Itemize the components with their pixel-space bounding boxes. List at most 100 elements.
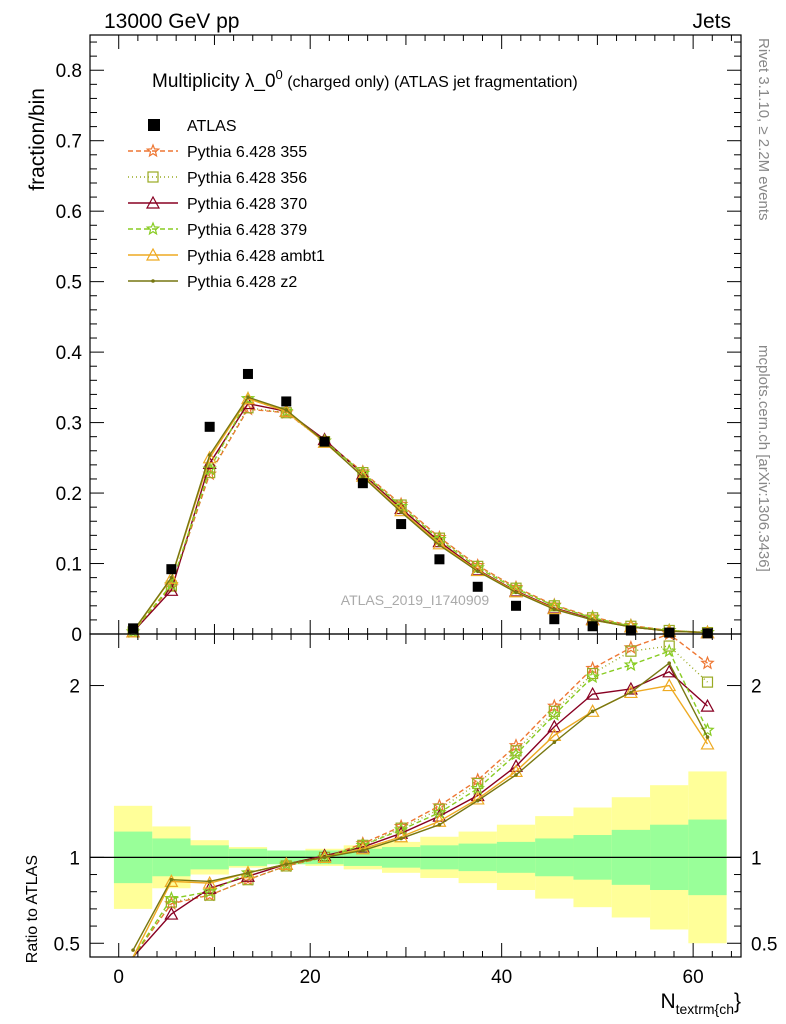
atlas-data-point	[396, 519, 407, 530]
ratio-point	[470, 780, 485, 795]
mcplots-source-label: mcplots.cern.ch [arXiv:1306.3436]	[755, 345, 772, 572]
ratio-point	[625, 645, 637, 657]
ratio-point	[164, 906, 179, 920]
atlas-data-point	[702, 628, 713, 639]
ratio-point	[547, 719, 562, 733]
ratio-y-tick-label-left: 1	[69, 848, 80, 869]
atlas-data-point	[472, 581, 483, 592]
ratio-point	[700, 655, 715, 670]
ratio-point	[629, 690, 633, 695]
ratio-point	[510, 745, 522, 757]
legend-marker	[151, 279, 155, 283]
y-tick-label: 0.5	[56, 273, 82, 294]
series-point	[399, 510, 403, 514]
legend-marker	[145, 143, 161, 158]
y-tick-label: 0.4	[56, 343, 83, 364]
ratio-point	[552, 740, 557, 745]
ratio-point	[131, 948, 135, 952]
ratio-point	[394, 829, 409, 843]
series-point	[169, 575, 174, 580]
series-line	[132, 396, 708, 634]
ratio-point	[317, 849, 332, 864]
ratio-point	[667, 661, 671, 666]
ratio-point	[585, 669, 600, 684]
ratio-point	[663, 640, 675, 652]
atlas-data-point	[625, 625, 636, 636]
x-tick-label: 20	[300, 967, 321, 988]
ratio-point	[662, 678, 677, 692]
ratio-point	[590, 709, 595, 714]
legend-label: ATLAS	[187, 118, 237, 135]
ratio-point	[322, 855, 327, 860]
atlas-data-point	[511, 600, 522, 611]
ratio-point	[202, 884, 217, 898]
ratio-line	[132, 650, 709, 958]
series-point	[514, 590, 518, 595]
ratio-point	[164, 874, 179, 888]
legend-label: Pythia 6.428 z2	[187, 274, 297, 291]
header-energy: 13000 GeV pp	[104, 10, 239, 33]
ratio-point	[547, 728, 562, 741]
legend-label: Pythia 6.428 370	[187, 196, 307, 213]
legend-marker	[145, 247, 161, 261]
series-point	[279, 404, 294, 417]
series-point	[475, 569, 480, 574]
ratio-point	[662, 664, 677, 678]
y-tick-label: 0.1	[56, 555, 82, 576]
ratio-point	[355, 835, 371, 850]
ratio-point	[204, 889, 216, 901]
ratio-point	[514, 773, 518, 777]
ratio-point	[701, 676, 714, 688]
series-point	[246, 395, 250, 400]
ratio-line	[132, 662, 709, 951]
ratio-y-tick-label-right: 2	[751, 677, 762, 698]
legend-marker	[148, 119, 160, 131]
ratio-point	[623, 685, 638, 699]
legend-label: Pythia 6.428 355	[187, 144, 307, 161]
x-axis-label: Ntextrm{ch}	[660, 990, 741, 1017]
ratio-point	[548, 705, 560, 717]
atlas-data-point	[281, 396, 292, 407]
atlas-data-point	[319, 436, 330, 447]
series-point	[240, 390, 256, 405]
legend-marker	[145, 195, 161, 209]
ratio-point	[585, 704, 600, 717]
atlas-data-point	[204, 421, 215, 432]
legend-label: Pythia 6.428 ambt1	[187, 248, 325, 265]
ratio-point	[202, 875, 217, 889]
legend-label: Pythia 6.428 356	[187, 170, 307, 187]
series-point	[508, 579, 524, 594]
series-point	[437, 543, 442, 548]
ratio-point	[475, 798, 480, 803]
ratio-y-tick-label-left: 2	[69, 677, 80, 698]
legend-marker	[145, 221, 161, 236]
series-point	[361, 475, 365, 479]
atlas-data-points	[128, 368, 713, 639]
ratio-point	[700, 736, 715, 750]
y-tick-label: 0.3	[56, 414, 82, 435]
ratio-point	[399, 836, 403, 841]
ratio-point	[547, 707, 562, 721]
header-category: Jets	[692, 10, 731, 33]
ratio-y-tick-label-right: 1	[751, 848, 762, 869]
rivet-version-label: Rivet 3.1.10, ≥ 2.2M events	[755, 38, 772, 221]
y-tick-label: 0.2	[56, 484, 82, 505]
ratio-point	[508, 746, 524, 761]
analysis-watermark: ATLAS_2019_I1740909	[341, 592, 490, 608]
series-point	[590, 618, 595, 622]
x-tick-label: 0	[113, 967, 124, 988]
atlas-data-point	[549, 614, 560, 625]
atlas-data-point	[357, 478, 368, 489]
series-point	[432, 531, 447, 546]
plot-title: Multiplicity λ_00 (charged only) (ATLAS …	[152, 67, 578, 92]
ratio-point	[240, 865, 256, 880]
ratio-point	[361, 848, 365, 853]
ratio-series-5	[131, 661, 710, 952]
ratio-point	[393, 822, 409, 837]
legend-label: Pythia 6.428 379	[187, 222, 307, 239]
ratio-point	[355, 841, 370, 855]
atlas-data-point	[434, 554, 445, 565]
y-tick-label: 0.7	[56, 132, 82, 153]
ratio-point	[587, 667, 599, 680]
